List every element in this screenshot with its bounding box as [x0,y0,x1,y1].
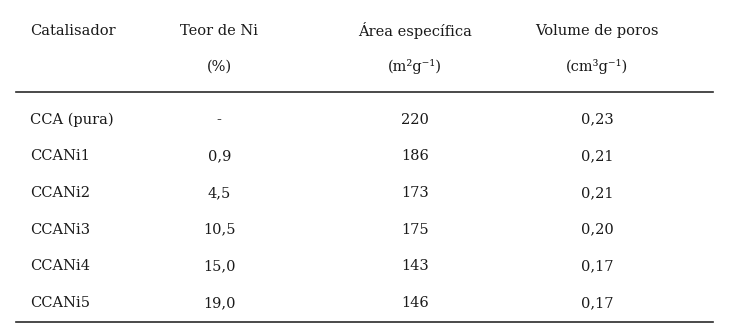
Text: CCA (pura): CCA (pura) [31,112,114,127]
Text: CCANi2: CCANi2 [31,186,90,200]
Text: (m²g⁻¹): (m²g⁻¹) [389,59,443,74]
Text: 186: 186 [402,149,429,164]
Text: 0,9: 0,9 [208,149,231,164]
Text: 0,17: 0,17 [580,259,613,273]
Text: 15,0: 15,0 [203,259,235,273]
Text: 0,17: 0,17 [580,296,613,310]
Text: Área específica: Área específica [359,22,472,39]
Text: CCANi1: CCANi1 [31,149,90,164]
Text: CCANi3: CCANi3 [31,223,90,237]
Text: 143: 143 [402,259,429,273]
Text: 4,5: 4,5 [208,186,231,200]
Text: 0,21: 0,21 [580,186,613,200]
Text: 0,21: 0,21 [580,149,613,164]
Text: CCANi5: CCANi5 [31,296,90,310]
Text: 146: 146 [402,296,429,310]
Text: 173: 173 [402,186,429,200]
Text: 19,0: 19,0 [203,296,235,310]
Text: Volume de poros: Volume de poros [535,24,658,38]
Text: 175: 175 [402,223,429,237]
Text: 0,23: 0,23 [580,113,613,127]
Text: 10,5: 10,5 [203,223,235,237]
Text: 220: 220 [402,113,429,127]
Text: Catalisador: Catalisador [31,24,116,38]
Text: Teor de Ni: Teor de Ni [180,24,258,38]
Text: (%): (%) [207,59,232,73]
Text: 0,20: 0,20 [580,223,613,237]
Text: (cm³g⁻¹): (cm³g⁻¹) [566,59,628,74]
Text: -: - [217,113,222,127]
Text: CCANi4: CCANi4 [31,259,90,273]
